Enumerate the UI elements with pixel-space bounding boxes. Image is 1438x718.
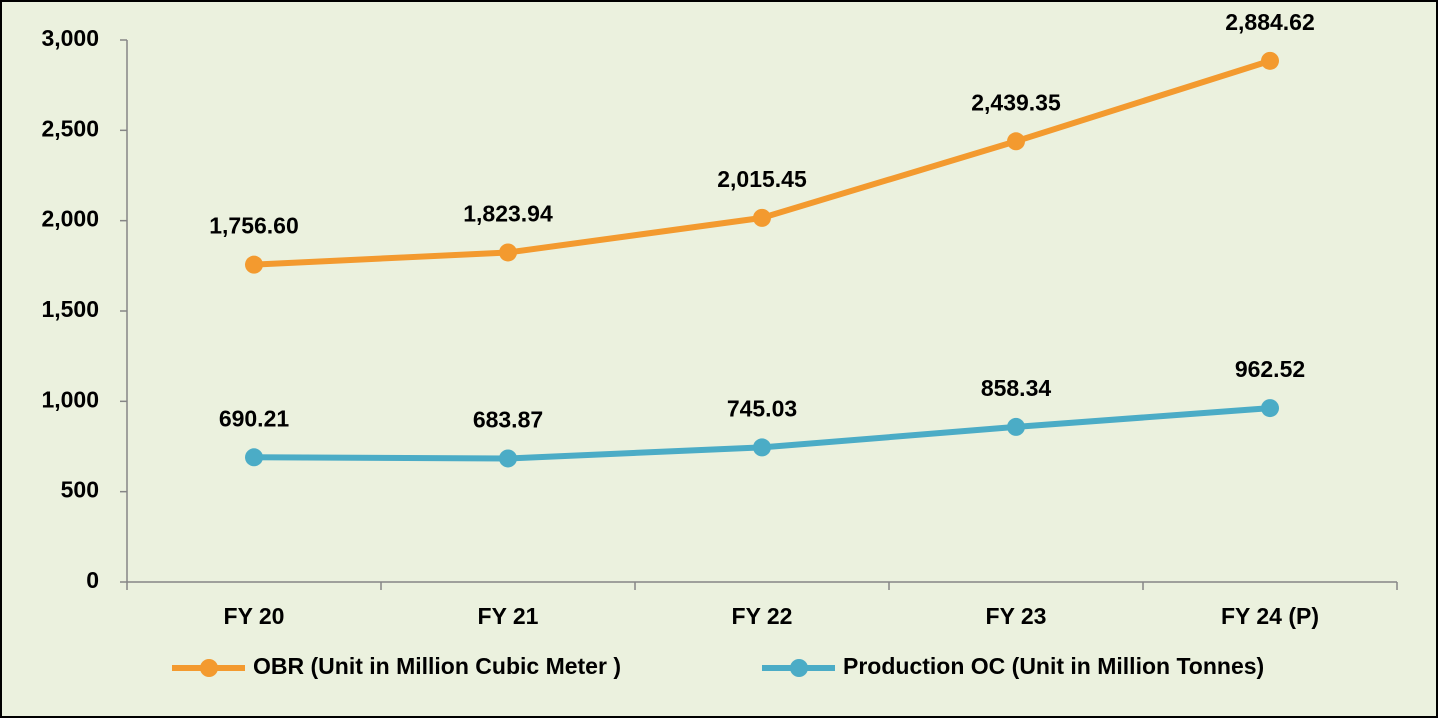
data-label: 2,439.35 — [971, 89, 1061, 115]
data-point — [753, 438, 771, 457]
x-tick-label: FY 21 — [478, 603, 539, 629]
x-tick-label: FY 23 — [986, 603, 1047, 629]
data-point — [245, 255, 263, 274]
legend-marker — [790, 659, 808, 677]
y-tick-label: 1,500 — [41, 296, 99, 322]
data-label: 2,884.62 — [1225, 9, 1315, 35]
data-label: 1,756.60 — [209, 213, 299, 239]
data-label: 2,015.45 — [717, 166, 807, 192]
data-label: 683.87 — [473, 407, 543, 433]
data-point — [245, 448, 263, 467]
x-tick-label: FY 24 (P) — [1221, 603, 1319, 629]
legend-label: Production OC (Unit in Million Tonnes) — [843, 653, 1264, 679]
data-label: 690.21 — [219, 405, 290, 431]
x-tick-label: FY 20 — [224, 603, 285, 629]
data-point — [499, 449, 517, 468]
data-label: 745.03 — [727, 395, 797, 421]
data-label: 962.52 — [1235, 356, 1305, 382]
y-tick-label: 3,000 — [41, 25, 99, 51]
y-tick-label: 1,000 — [41, 386, 99, 412]
data-point — [1261, 51, 1279, 70]
data-label: 1,823.94 — [463, 201, 553, 227]
data-point — [1261, 399, 1279, 418]
y-tick-label: 0 — [86, 567, 99, 593]
y-tick-label: 500 — [61, 477, 99, 503]
y-tick-label: 2,000 — [41, 206, 99, 232]
y-tick-label: 2,500 — [41, 115, 99, 141]
legend-label: OBR (Unit in Million Cubic Meter ) — [253, 653, 621, 679]
data-point — [1007, 417, 1025, 436]
data-label: 858.34 — [981, 375, 1052, 401]
data-point — [499, 243, 517, 262]
data-point — [753, 208, 771, 227]
x-tick-label: FY 22 — [732, 603, 793, 629]
legend-marker — [200, 659, 218, 677]
data-point — [1007, 132, 1025, 151]
